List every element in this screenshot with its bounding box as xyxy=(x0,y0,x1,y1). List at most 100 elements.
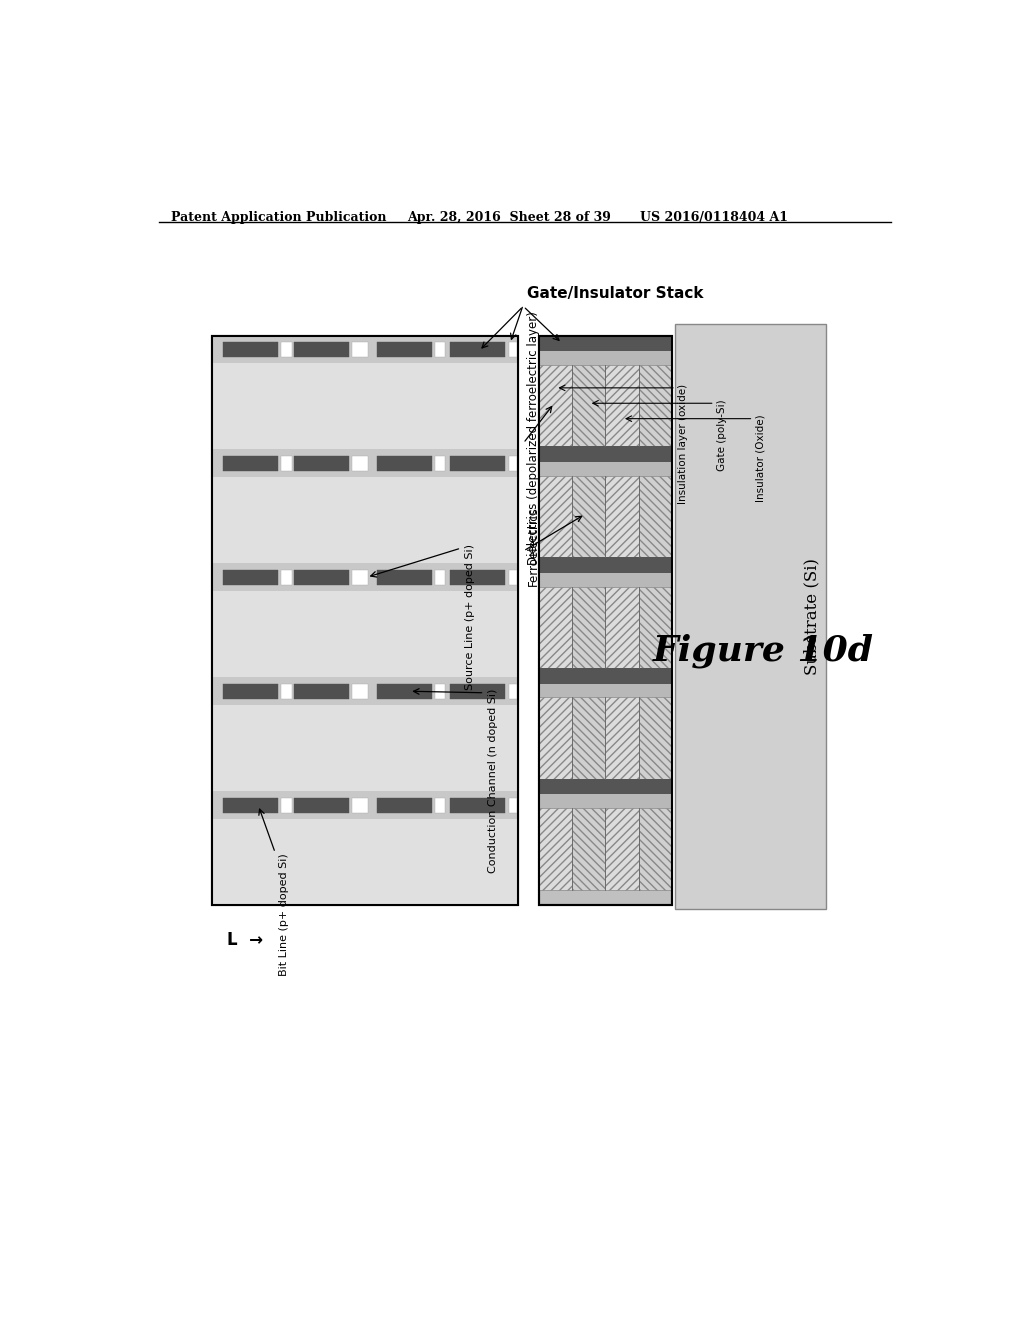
Bar xyxy=(572,808,605,890)
Text: L  →: L → xyxy=(227,931,263,949)
Bar xyxy=(212,792,518,818)
Bar xyxy=(572,364,605,446)
Bar xyxy=(282,342,292,358)
Bar xyxy=(212,564,518,591)
Bar xyxy=(223,455,279,471)
Bar xyxy=(212,335,518,906)
Bar xyxy=(294,797,349,813)
Text: Conduction Channel (n doped Si): Conduction Channel (n doped Si) xyxy=(488,689,499,874)
Bar xyxy=(377,342,432,358)
Bar xyxy=(212,478,518,564)
Bar xyxy=(539,335,672,906)
Bar xyxy=(639,475,672,557)
Text: Patent Application Publication: Patent Application Publication xyxy=(171,211,386,224)
Bar xyxy=(223,342,279,358)
Bar xyxy=(539,808,572,890)
Bar xyxy=(212,363,518,449)
Bar xyxy=(539,335,672,906)
Bar xyxy=(509,342,517,358)
Bar xyxy=(294,570,349,585)
Bar xyxy=(377,570,432,585)
Text: Dielectrics (depolarized ferroelectric layer): Dielectrics (depolarized ferroelectric l… xyxy=(527,312,540,565)
Bar xyxy=(223,797,279,813)
Bar xyxy=(294,455,349,471)
Text: Gate/Insulator Stack: Gate/Insulator Stack xyxy=(527,285,703,301)
Text: Figure 10d: Figure 10d xyxy=(653,634,874,668)
Bar xyxy=(435,455,445,471)
Text: Bit Line (p+ doped Si): Bit Line (p+ doped Si) xyxy=(280,853,289,975)
Bar xyxy=(539,573,672,586)
Bar xyxy=(572,475,605,557)
Bar xyxy=(294,342,349,358)
Bar xyxy=(212,677,518,705)
Text: Gate (poly-Si): Gate (poly-Si) xyxy=(717,400,727,471)
Bar xyxy=(282,455,292,471)
Text: Ferroelectrics: Ferroelectrics xyxy=(527,506,540,586)
Bar xyxy=(539,779,672,795)
Bar xyxy=(451,797,506,813)
Bar xyxy=(435,570,445,585)
Bar xyxy=(451,684,506,700)
Bar xyxy=(509,455,517,471)
Bar xyxy=(212,591,518,677)
Bar xyxy=(539,795,672,808)
Bar xyxy=(539,684,672,697)
Bar xyxy=(282,570,292,585)
Bar xyxy=(352,684,369,700)
Bar xyxy=(539,351,672,364)
Bar xyxy=(572,586,605,668)
Bar xyxy=(639,808,672,890)
Bar xyxy=(539,462,672,475)
Bar xyxy=(223,570,279,585)
Bar xyxy=(352,455,369,471)
Bar xyxy=(509,797,517,813)
Bar xyxy=(352,797,369,813)
Bar xyxy=(212,449,518,478)
Bar xyxy=(605,586,639,668)
Bar xyxy=(451,455,506,471)
Bar xyxy=(675,323,826,909)
Bar xyxy=(212,335,518,906)
Bar xyxy=(605,808,639,890)
Bar xyxy=(539,364,572,446)
Text: US 2016/0118404 A1: US 2016/0118404 A1 xyxy=(640,211,787,224)
Bar xyxy=(639,586,672,668)
Bar xyxy=(539,446,672,462)
Bar xyxy=(223,684,279,700)
Bar xyxy=(212,335,518,363)
Bar xyxy=(352,570,369,585)
Bar xyxy=(294,684,349,700)
Bar xyxy=(282,684,292,700)
Bar xyxy=(605,475,639,557)
Bar xyxy=(639,697,672,779)
Bar xyxy=(509,570,517,585)
Bar xyxy=(377,684,432,700)
Text: Apr. 28, 2016  Sheet 28 of 39: Apr. 28, 2016 Sheet 28 of 39 xyxy=(407,211,611,224)
Bar xyxy=(377,797,432,813)
Bar xyxy=(352,342,369,358)
Text: Insulation layer (oxide): Insulation layer (oxide) xyxy=(678,384,688,504)
Text: Insulator (Oxide): Insulator (Oxide) xyxy=(756,414,766,503)
Bar xyxy=(377,455,432,471)
Bar xyxy=(509,684,517,700)
Bar xyxy=(539,668,672,684)
Bar xyxy=(639,364,672,446)
Bar xyxy=(451,342,506,358)
Bar xyxy=(605,697,639,779)
Text: Source Line (p+ doped Si): Source Line (p+ doped Si) xyxy=(465,544,475,690)
Bar xyxy=(539,586,572,668)
Bar xyxy=(435,684,445,700)
Text: Substrate (Si): Substrate (Si) xyxy=(804,558,821,675)
Bar xyxy=(435,797,445,813)
Bar xyxy=(539,697,572,779)
Bar xyxy=(572,697,605,779)
Bar xyxy=(212,818,518,906)
Bar xyxy=(451,570,506,585)
Bar xyxy=(282,797,292,813)
Bar xyxy=(539,475,572,557)
Bar xyxy=(539,557,672,573)
Bar xyxy=(435,342,445,358)
Bar xyxy=(539,335,672,351)
Bar xyxy=(212,705,518,792)
Bar xyxy=(605,364,639,446)
